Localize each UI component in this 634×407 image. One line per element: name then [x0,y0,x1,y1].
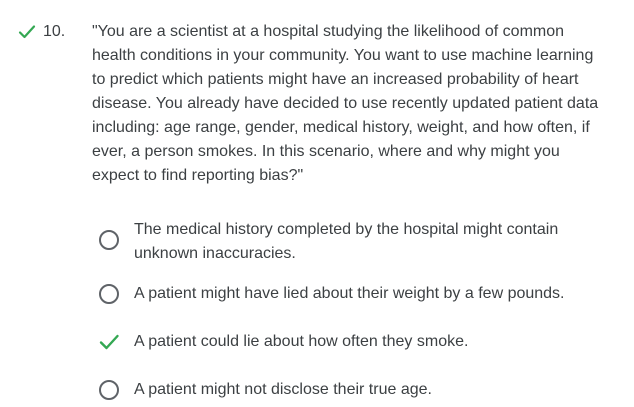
answer-option-label: A patient might not disclose their true … [134,381,432,398]
check-icon [18,25,36,39]
radio-unselected-icon [99,380,119,400]
answer-option-label: A patient might have lied about their we… [134,285,565,302]
radio-unselected-icon [99,230,119,250]
radio-button[interactable] [98,379,120,401]
answer-option-label: The medical history completed by the hos… [134,221,559,262]
question-text: "You are a scientist at a hospital study… [92,23,599,184]
radio-button[interactable] [98,229,120,251]
question-number: 10. [43,23,66,40]
answer-option-label: A patient could lie about how often they… [134,333,469,350]
correct-check-icon[interactable] [98,331,120,353]
radio-unselected-icon [99,284,119,304]
radio-button[interactable] [98,283,120,305]
